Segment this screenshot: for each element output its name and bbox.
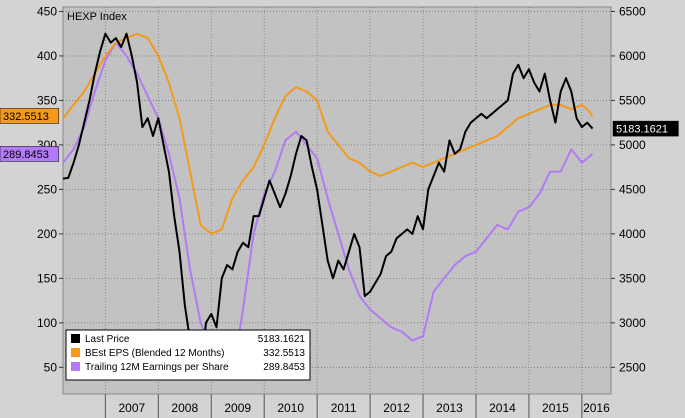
- series-lines: [62, 32, 594, 378]
- legend-swatch-2: [71, 362, 80, 371]
- right-tick-label: 6500: [619, 4, 646, 18]
- right-tick-label: 3000: [619, 316, 646, 330]
- x-tick-label: 2009: [224, 401, 251, 415]
- grid: [63, 7, 611, 394]
- legend-swatch-1: [71, 348, 80, 357]
- x-tick-label: 2016: [583, 401, 610, 415]
- tag-trailing-eps-box: [0, 146, 60, 162]
- right-axis: 2500 3000 3500 4000 4500 5000 5500 6000 6500: [611, 4, 646, 374]
- tag-last-price-box: [612, 120, 679, 137]
- series-line-2: [62, 41, 594, 376]
- tag-best-eps: 332.5513: [3, 111, 49, 123]
- right-tick-label: 4500: [619, 182, 646, 196]
- left-tick-label: 250: [37, 182, 57, 196]
- right-tick-label: 4000: [619, 227, 646, 241]
- series-line-0: [62, 32, 594, 378]
- legend-value-0: 5183.1621: [258, 334, 306, 345]
- left-tick-label: 450: [37, 4, 57, 18]
- legend: Last Price 5183.1621 BEst EPS (Blended 12 …: [65, 329, 311, 381]
- tag-best-eps-box: [0, 108, 60, 124]
- legend-label-0: Last Price: [85, 334, 130, 345]
- left-tick-label: 50: [44, 360, 58, 374]
- x-tick-label: 2011: [331, 401, 357, 415]
- chart-title: HEXP Index: [67, 11, 127, 23]
- right-tick-label: 6000: [619, 49, 646, 63]
- legend-label-2: Trailing 12M Earnings per Share: [85, 362, 229, 373]
- last-value-tags: 332.5513 289.8453 5183.1621: [0, 108, 679, 162]
- right-tick-label: 2500: [619, 360, 646, 374]
- x-tick-label: 2010: [277, 401, 304, 415]
- right-tick-label: 3500: [619, 271, 646, 285]
- left-tick-label: 200: [37, 227, 57, 241]
- x-tick-label: 2007: [118, 401, 145, 415]
- left-tick-label: 400: [37, 49, 57, 63]
- legend-swatch-0: [71, 334, 80, 343]
- legend-box: [65, 329, 311, 381]
- legend-value-1: 332.5513: [263, 348, 305, 359]
- left-tick-label: 100: [37, 316, 57, 330]
- series-line-1: [62, 32, 594, 235]
- legend-value-2: 289.8453: [263, 362, 305, 373]
- right-tick-label: 5500: [619, 93, 646, 107]
- x-tick-label: 2014: [489, 401, 516, 415]
- left-tick-label: 350: [37, 93, 57, 107]
- tag-last-price: 5183.1621: [616, 124, 668, 136]
- left-tick-label: 150: [37, 271, 57, 285]
- right-tick-label: 5000: [619, 138, 646, 152]
- x-tick-label: 2013: [436, 401, 463, 415]
- x-tick-label: 2008: [171, 401, 198, 415]
- tag-trailing-eps: 289.8453: [3, 149, 49, 161]
- x-tick-label: 2015: [542, 401, 569, 415]
- legend-label-1: BEst EPS (Blended 12 Months): [85, 348, 225, 359]
- x-axis: 2007 2008 2009 2010 2011 2012 2013 2014 2015 2016: [104, 394, 610, 418]
- x-tick-label: 2012: [383, 401, 410, 415]
